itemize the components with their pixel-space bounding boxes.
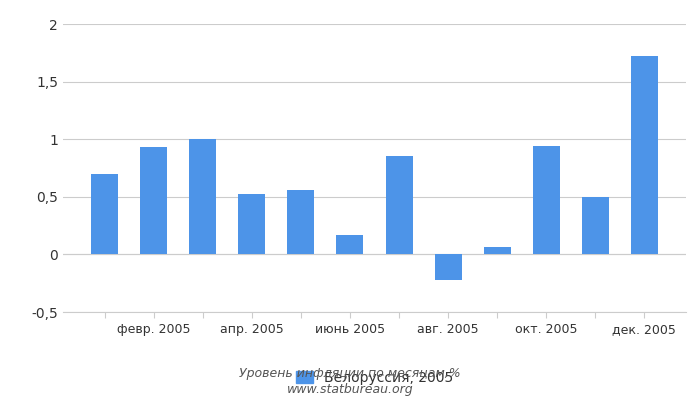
Bar (435, 254, 461, 280)
Bar (91, 174, 118, 254)
Bar (631, 56, 658, 254)
Legend: Белоруссия, 2005: Белоруссия, 2005 (296, 371, 453, 385)
Bar (141, 147, 167, 254)
Bar (386, 156, 412, 254)
Bar (582, 197, 608, 254)
Bar (288, 190, 314, 254)
Bar (239, 194, 265, 254)
Text: www.statbureau.org: www.statbureau.org (287, 384, 413, 396)
Text: Уровень инфляции по месяцам,%: Уровень инфляции по месяцам,% (239, 368, 461, 380)
Bar (337, 235, 363, 254)
Bar (484, 248, 510, 254)
Bar (533, 146, 559, 254)
Bar (190, 139, 216, 254)
